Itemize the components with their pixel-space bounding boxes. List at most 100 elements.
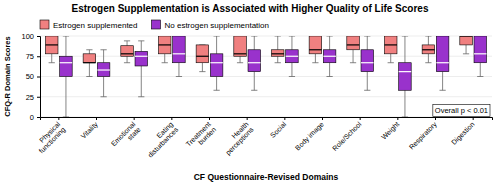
median bbox=[399, 71, 412, 72]
x-tick-mark bbox=[473, 117, 474, 120]
grid-line bbox=[40, 96, 492, 97]
x-tick: Weight bbox=[380, 117, 401, 141]
x-tick-mark bbox=[209, 117, 210, 120]
cap-low bbox=[49, 62, 55, 63]
box-body bbox=[474, 36, 487, 63]
box bbox=[460, 36, 473, 54]
y-tick-label: 0 bbox=[30, 113, 34, 122]
x-tick-label: Digestion bbox=[450, 120, 476, 146]
title: Estrogen Supplementation is Associated w… bbox=[72, 3, 429, 14]
x-tick-label: Emotionalstate bbox=[110, 120, 142, 152]
whisker-low bbox=[428, 54, 429, 63]
cap-low bbox=[439, 90, 445, 91]
whisker-low bbox=[127, 56, 128, 62]
whisker-low bbox=[164, 54, 165, 63]
cap-low bbox=[86, 76, 92, 77]
whisker-high bbox=[367, 36, 368, 50]
x-tick: Emotionalstate bbox=[110, 117, 142, 153]
cap-low bbox=[289, 76, 295, 77]
box-body bbox=[436, 36, 449, 72]
y-tick-mark bbox=[37, 36, 40, 37]
y-tick: 0 bbox=[30, 113, 40, 122]
box-body bbox=[210, 54, 223, 77]
box-body bbox=[361, 50, 374, 72]
median bbox=[347, 44, 360, 45]
whisker-low bbox=[367, 72, 368, 91]
median bbox=[309, 49, 322, 50]
box bbox=[399, 36, 412, 117]
y-tick-label: 25 bbox=[26, 93, 34, 102]
legend-item: Estrogen supplemented bbox=[40, 20, 138, 30]
median bbox=[234, 53, 247, 54]
x-tick: Respiratory bbox=[408, 117, 439, 151]
cap-low bbox=[463, 53, 469, 54]
cap-low bbox=[326, 76, 332, 77]
box bbox=[384, 36, 397, 63]
box bbox=[286, 36, 299, 77]
x-tick: Eatingdisturbances bbox=[141, 117, 180, 159]
box-body bbox=[384, 36, 397, 54]
x-tick-label: Weight bbox=[380, 120, 401, 141]
median bbox=[60, 62, 73, 63]
box bbox=[121, 41, 134, 63]
cap-high bbox=[100, 49, 106, 50]
cap-low bbox=[275, 62, 281, 63]
chart: Estrogen Supplementation is Associated w… bbox=[0, 0, 500, 183]
x-tick: Treatmentburden bbox=[185, 117, 218, 153]
whisker-high bbox=[127, 41, 128, 46]
whisker-low bbox=[254, 72, 255, 91]
annotation-text: Overall p < 0.01 bbox=[435, 106, 488, 115]
whisker-high bbox=[141, 41, 142, 52]
x-tick-mark bbox=[171, 117, 172, 120]
y-tick-mark bbox=[37, 97, 40, 98]
whisker-high bbox=[291, 36, 292, 50]
cap-high bbox=[251, 36, 257, 37]
box-body bbox=[121, 46, 134, 57]
x-tick: Physicalfunctioning bbox=[32, 117, 67, 155]
x-tick-label: Respiratory bbox=[408, 120, 439, 151]
y-tick-label: 100 bbox=[21, 32, 34, 41]
whisker-low bbox=[466, 45, 467, 54]
box-body bbox=[248, 50, 261, 72]
cap-high bbox=[138, 40, 144, 41]
whisker-low bbox=[178, 63, 179, 77]
cap-low bbox=[162, 62, 168, 63]
x-tick-label: Eatingdisturbances bbox=[141, 120, 180, 159]
whisker-low bbox=[89, 63, 90, 77]
whisker-high bbox=[277, 36, 278, 50]
cap-high bbox=[402, 36, 408, 37]
box bbox=[173, 36, 186, 77]
cap-high bbox=[275, 36, 281, 37]
y-tick: 100 bbox=[21, 32, 40, 41]
box bbox=[135, 41, 148, 97]
x-tick-mark bbox=[247, 117, 248, 120]
cap-low bbox=[100, 96, 106, 97]
box-body bbox=[83, 54, 96, 63]
cap-high bbox=[86, 49, 92, 50]
cap-low bbox=[63, 117, 69, 118]
box bbox=[271, 36, 284, 63]
plot: 0255075100PhysicalfunctioningVitalityEmo… bbox=[21, 32, 492, 159]
box bbox=[347, 36, 360, 63]
whisker-low bbox=[141, 66, 142, 97]
whisker-high bbox=[329, 36, 330, 50]
box-body bbox=[196, 45, 209, 63]
median bbox=[248, 62, 261, 63]
box bbox=[60, 36, 73, 117]
cap-high bbox=[326, 36, 332, 37]
box-body bbox=[97, 63, 110, 77]
whisker-low bbox=[240, 56, 241, 62]
box-body bbox=[158, 36, 171, 54]
cap-low bbox=[364, 90, 370, 91]
legend-swatch bbox=[40, 20, 49, 29]
median bbox=[158, 44, 171, 45]
cap-low bbox=[237, 62, 243, 63]
median bbox=[422, 49, 435, 50]
whisker-low bbox=[51, 54, 52, 63]
box-body bbox=[60, 56, 73, 76]
box bbox=[234, 36, 247, 63]
cap-high bbox=[124, 40, 130, 41]
box-body bbox=[460, 36, 473, 45]
legend-label: No estrogen supplementation bbox=[165, 21, 270, 30]
cap-low bbox=[402, 117, 408, 118]
